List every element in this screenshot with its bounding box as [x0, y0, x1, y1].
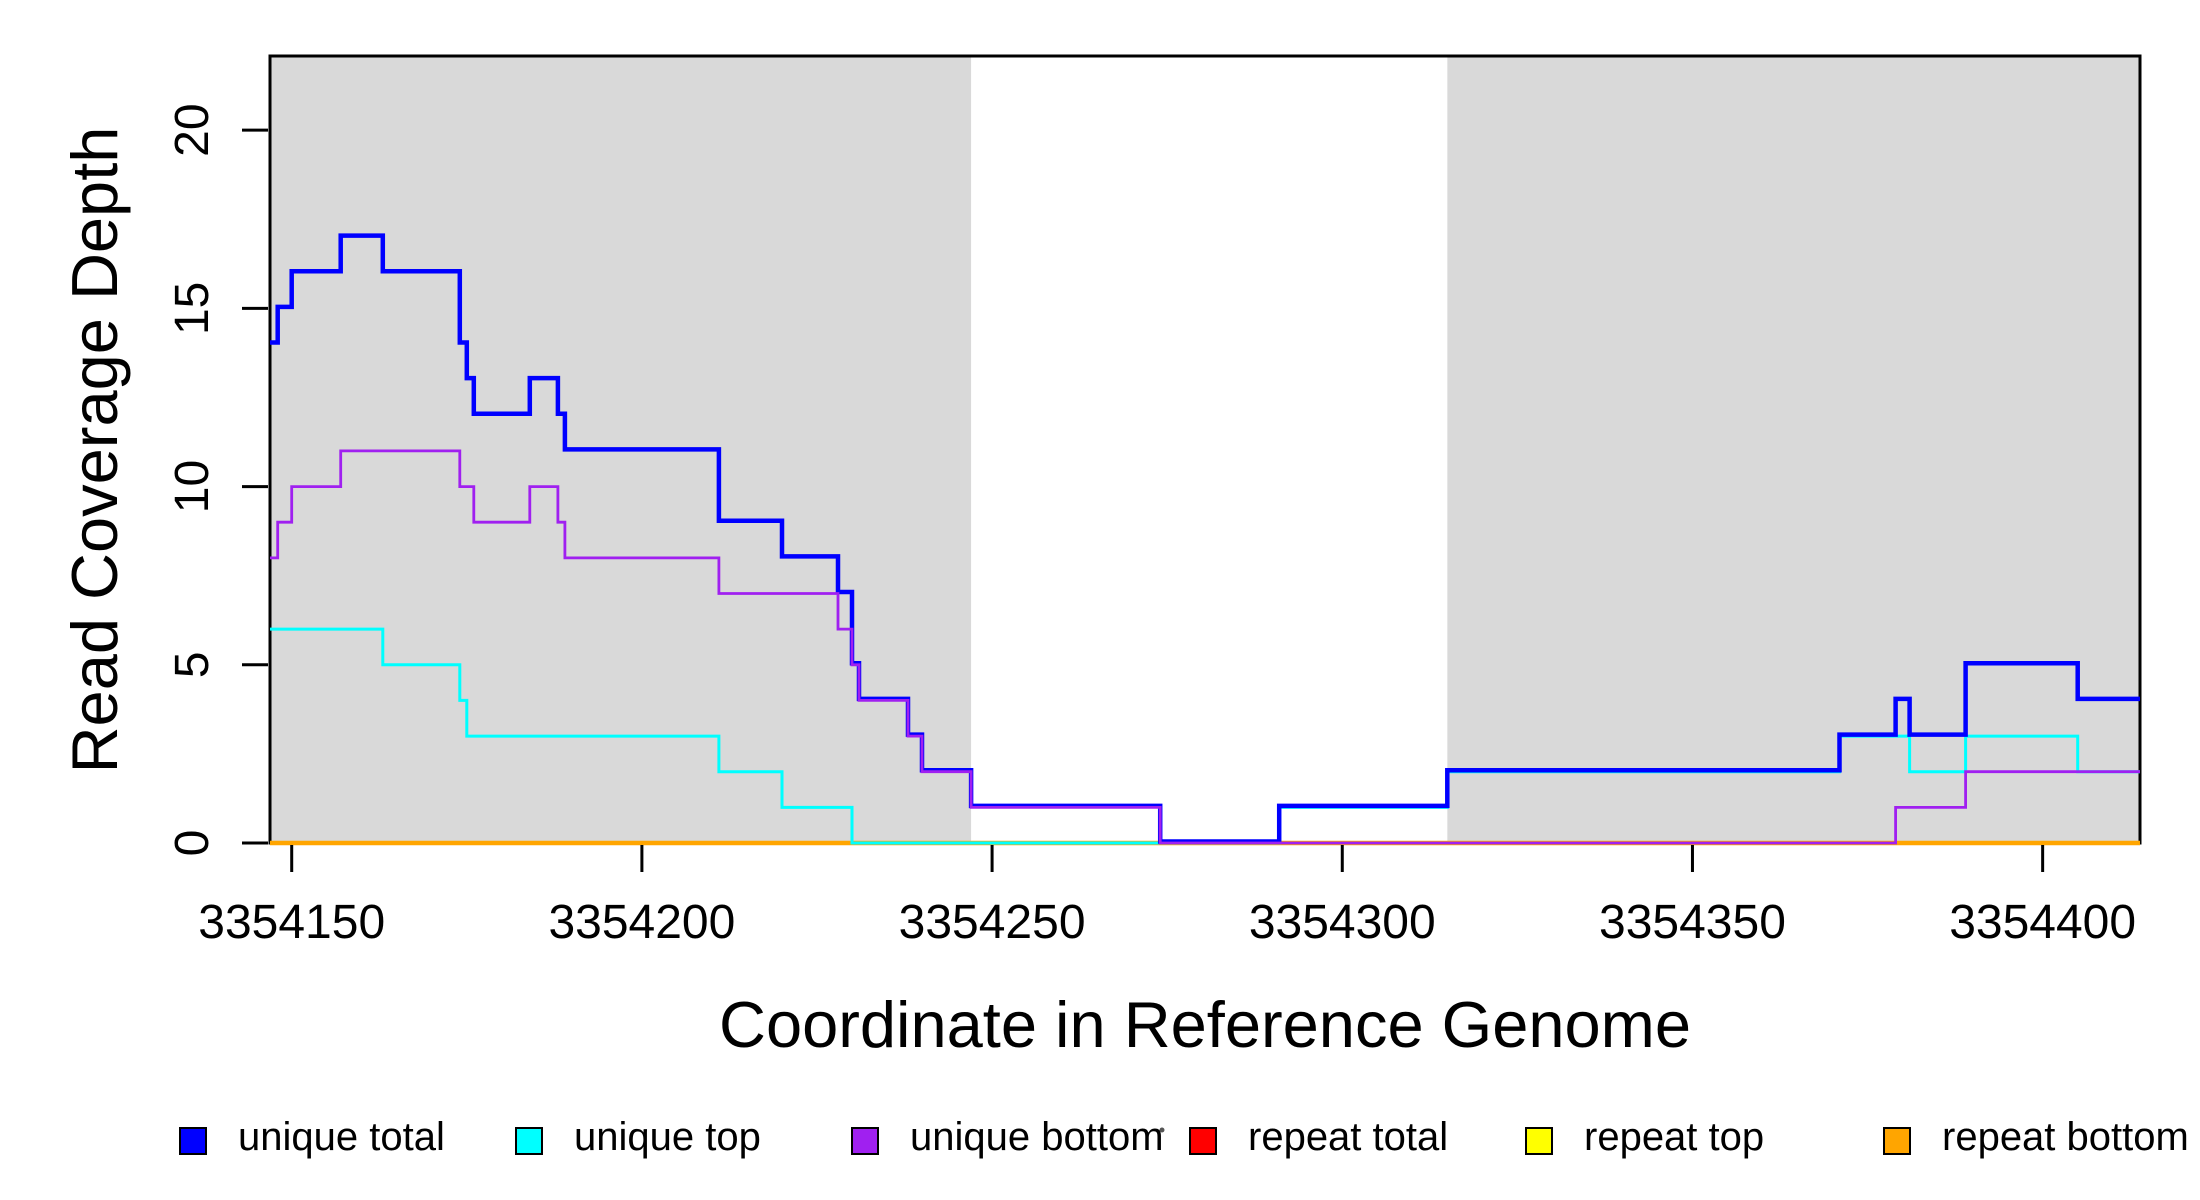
legend-swatch-repeat-bottom — [1883, 1127, 1911, 1155]
series-unique-top-line — [270, 627, 2140, 845]
legend-item-unique-bottom: unique bottom — [851, 1115, 1164, 1159]
legend-label-unique-total: unique total — [238, 1115, 445, 1159]
series-unique-total-line — [270, 233, 2140, 844]
legend-swatch-unique-total — [179, 1127, 207, 1155]
legend-item-repeat-bottom: repeat bottom — [1883, 1115, 2189, 1159]
legend-swatch-repeat-top — [1525, 1127, 1553, 1155]
series-unique-bottom-line — [270, 449, 2140, 845]
legend-label-repeat-bottom: repeat bottom — [1942, 1115, 2189, 1159]
legend-label-unique-top: unique top — [574, 1115, 761, 1159]
legend-label-repeat-total: repeat total — [1248, 1115, 1448, 1159]
stray-mark — [1159, 1127, 1165, 1133]
axes-layer: 3354150 3354200 3354250 3354300 3354350 33544… — [166, 103, 2136, 949]
x-tick-label-0: 3354150 — [198, 896, 385, 949]
y-axis-title: Read Coverage Depth — [58, 127, 131, 774]
x-tick-label-3: 3354300 — [1249, 896, 1436, 949]
legend: unique total unique top unique bottom repea… — [179, 1115, 2189, 1159]
x-tick-label-4: 3354350 — [1599, 896, 1786, 949]
x-tick-label-5: 3354400 — [1949, 896, 2136, 949]
legend-swatch-unique-top — [515, 1127, 543, 1155]
y-tick-label-4: 20 — [166, 103, 219, 156]
legend-item-unique-total: unique total — [179, 1115, 445, 1159]
legend-label-unique-bottom: unique bottom — [910, 1115, 1164, 1159]
y-tick-label-2: 10 — [166, 460, 219, 513]
x-tick-label-2: 3354250 — [899, 896, 1086, 949]
y-tick-label-1: 5 — [166, 651, 219, 678]
x-axis-title: Coordinate in Reference Genome — [719, 988, 1691, 1061]
legend-label-repeat-top: repeat top — [1584, 1115, 1764, 1159]
y-tick-label-3: 15 — [166, 282, 219, 335]
right-gray-block — [1447, 56, 2140, 843]
legend-swatch-unique-bottom — [851, 1127, 879, 1155]
legend-item-unique-top: unique top — [515, 1115, 761, 1159]
legend-swatch-repeat-total — [1189, 1127, 1217, 1155]
legend-item-repeat-total: repeat total — [1189, 1115, 1448, 1159]
legend-item-repeat-top: repeat top — [1525, 1115, 1764, 1159]
x-tick-label-1: 3354200 — [548, 896, 735, 949]
series-lines-layer — [270, 233, 2140, 846]
y-tick-label-0: 0 — [166, 830, 219, 857]
